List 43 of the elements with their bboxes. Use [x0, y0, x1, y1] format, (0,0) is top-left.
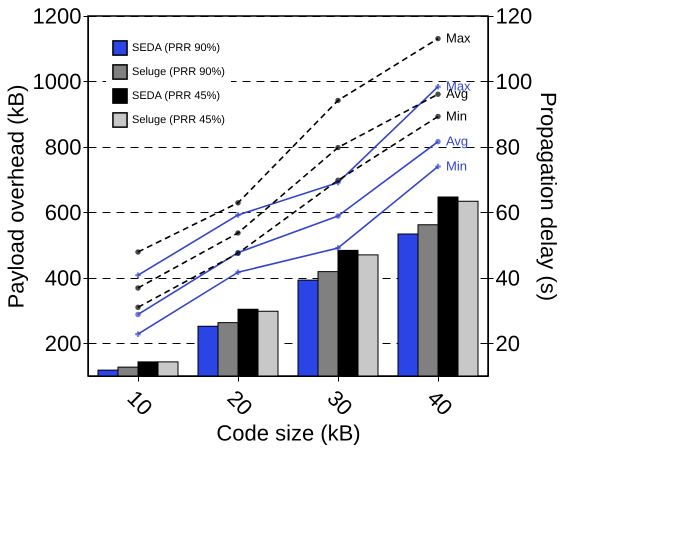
- legend-label: Seluge (PRR 45%): [132, 114, 225, 126]
- y2-axis-title: Propagation delay (s): [536, 92, 562, 302]
- series-label: Max: [446, 30, 472, 46]
- point: [135, 272, 141, 278]
- point: [435, 36, 441, 42]
- point: [235, 200, 241, 206]
- point: [135, 312, 141, 318]
- point: [435, 138, 441, 144]
- series-label: Min: [446, 108, 467, 124]
- series-label: Min: [446, 158, 467, 174]
- x-tick-label: 40: [422, 385, 458, 420]
- y-tick-label: 200: [44, 330, 82, 356]
- x-tick-label: 10: [122, 385, 158, 420]
- x-tick-label: 30: [322, 385, 358, 420]
- y2-tick-label: 60: [496, 200, 520, 225]
- point: [135, 249, 141, 255]
- y2-tick-label: 100: [496, 68, 532, 94]
- point: [135, 285, 141, 291]
- legend-label: Seluge (PRR 90%): [132, 66, 225, 78]
- point: [235, 230, 241, 236]
- y2-tick-label: 20: [496, 330, 520, 356]
- y2-tick-label: 80: [496, 134, 520, 160]
- x-tick-label: 20: [222, 385, 258, 420]
- point: [435, 114, 441, 120]
- y2-tick-label: 40: [496, 265, 520, 290]
- y-tick-label: 400: [44, 265, 82, 290]
- point: [435, 91, 441, 97]
- point: [335, 213, 341, 219]
- point: [335, 98, 341, 104]
- point: [235, 270, 241, 275]
- point: [435, 84, 441, 90]
- y-tick-label: 800: [44, 134, 82, 160]
- y-axis-title: Payload overhead (kB): [4, 84, 29, 308]
- legend-label: SEDA (PRR 90%): [132, 42, 220, 54]
- series-label: Avg: [446, 134, 468, 149]
- y-tick-label: 600: [44, 200, 82, 225]
- y-tick-label: 1000: [32, 68, 82, 94]
- point: [335, 144, 341, 150]
- point: [135, 304, 141, 310]
- y2-tick-label: 120: [496, 4, 532, 28]
- y-tick-label: 1200: [32, 4, 82, 28]
- legend-label: SEDA (PRR 45%): [132, 90, 220, 102]
- x-axis-title: Code size (kB): [216, 420, 361, 446]
